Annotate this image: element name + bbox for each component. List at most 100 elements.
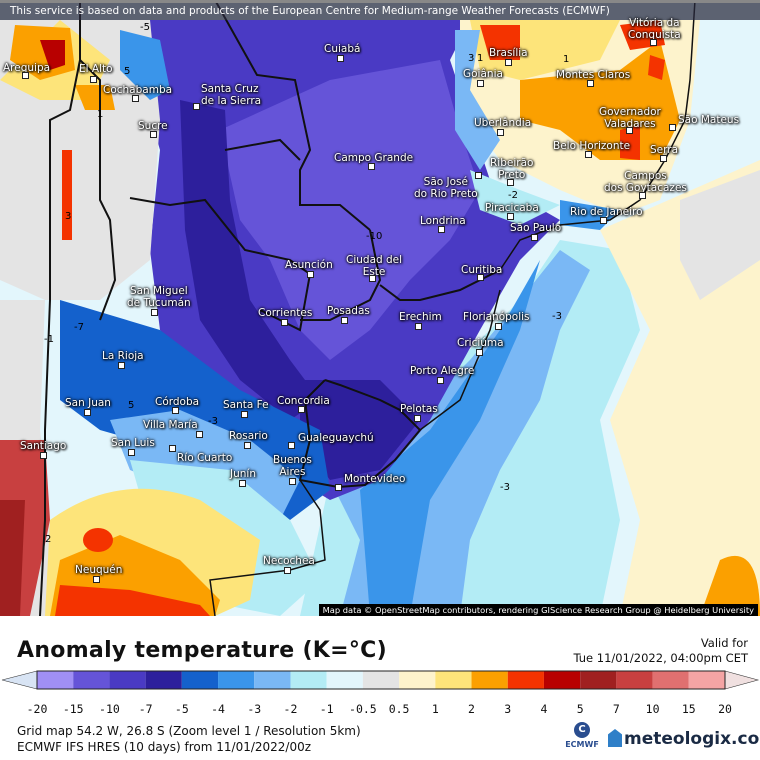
city-label[interactable]: Rosario: [229, 430, 268, 442]
city-label[interactable]: Santa Fe: [223, 399, 269, 411]
city-label[interactable]: Serra: [650, 144, 679, 156]
city-label[interactable]: Ribeirão Preto: [490, 157, 534, 181]
city-marker[interactable]: [307, 271, 314, 278]
city-label[interactable]: Governador Valadares: [599, 106, 661, 130]
city-label[interactable]: Curitiba: [461, 264, 503, 276]
city-label[interactable]: Uberlândia: [474, 117, 532, 129]
city-label[interactable]: Goiânia: [463, 68, 503, 80]
city-marker[interactable]: [650, 39, 657, 46]
city-label[interactable]: Brasília: [489, 47, 528, 59]
city-marker[interactable]: [241, 411, 248, 418]
city-label[interactable]: San Juan: [65, 397, 111, 409]
city-label[interactable]: Corrientes: [258, 307, 313, 319]
city-marker[interactable]: [585, 151, 592, 158]
city-marker[interactable]: [639, 192, 646, 199]
city-label[interactable]: Necochea: [263, 555, 315, 567]
city-marker[interactable]: [193, 103, 200, 110]
city-label[interactable]: Rio de Janeiro: [570, 206, 643, 218]
city-marker[interactable]: [128, 449, 135, 456]
city-marker[interactable]: [239, 480, 246, 487]
city-marker[interactable]: [477, 274, 484, 281]
city-marker[interactable]: [40, 452, 47, 459]
city-label[interactable]: São José do Rio Preto: [414, 176, 478, 200]
city-label[interactable]: Campos dos Goytacazes: [604, 170, 687, 194]
city-label[interactable]: Córdoba: [155, 396, 200, 408]
city-marker[interactable]: [369, 275, 376, 282]
city-marker[interactable]: [587, 80, 594, 87]
city-label[interactable]: Piracicaba: [485, 202, 539, 214]
city-marker[interactable]: [600, 217, 607, 224]
city-marker[interactable]: [169, 445, 176, 452]
city-marker[interactable]: [660, 155, 667, 162]
city-label[interactable]: El Alto: [79, 63, 113, 75]
city-label[interactable]: Junín: [230, 468, 256, 480]
city-marker[interactable]: [150, 131, 157, 138]
temperature-anomaly-map[interactable]: This service is based on data and produc…: [0, 0, 760, 616]
city-marker[interactable]: [495, 323, 502, 330]
city-label[interactable]: Florianópolis: [463, 311, 530, 323]
city-marker[interactable]: [337, 55, 344, 62]
city-marker[interactable]: [93, 576, 100, 583]
city-label[interactable]: La Rioja: [102, 350, 144, 362]
city-marker[interactable]: [438, 226, 445, 233]
city-marker[interactable]: [196, 431, 203, 438]
city-label[interactable]: Porto Alegre: [410, 365, 475, 377]
city-label[interactable]: Neuquén: [75, 564, 123, 576]
city-label[interactable]: Londrina: [420, 215, 466, 227]
city-label[interactable]: Cochabamba: [103, 84, 173, 96]
city-label[interactable]: Gualeguaychú: [298, 432, 374, 444]
city-marker[interactable]: [284, 567, 291, 574]
city-marker[interactable]: [172, 407, 179, 414]
city-marker[interactable]: [244, 442, 251, 449]
city-label[interactable]: Posadas: [327, 305, 370, 317]
city-marker[interactable]: [298, 406, 305, 413]
city-marker[interactable]: [505, 59, 512, 66]
city-marker[interactable]: [475, 172, 482, 179]
city-marker[interactable]: [341, 317, 348, 324]
city-label[interactable]: Ciudad del Este: [346, 254, 403, 278]
city-label[interactable]: Pelotas: [400, 403, 438, 415]
city-marker[interactable]: [669, 124, 676, 131]
city-label[interactable]: San Miguel de Tucumán: [127, 285, 191, 309]
city-label[interactable]: Criciúma: [457, 337, 504, 349]
city-label[interactable]: Sucre: [138, 120, 168, 132]
city-marker[interactable]: [118, 362, 125, 369]
city-label[interactable]: Río Cuarto: [177, 452, 233, 464]
city-marker[interactable]: [626, 127, 633, 134]
city-marker[interactable]: [281, 319, 288, 326]
city-marker[interactable]: [132, 95, 139, 102]
city-marker[interactable]: [476, 349, 483, 356]
city-label[interactable]: São Mateus: [678, 114, 740, 126]
city-marker[interactable]: [368, 163, 375, 170]
city-marker[interactable]: [414, 415, 421, 422]
city-label[interactable]: Santiago: [20, 440, 67, 452]
city-marker[interactable]: [22, 72, 29, 79]
city-marker[interactable]: [437, 377, 444, 384]
city-label[interactable]: Vitória da Conquista: [628, 17, 681, 41]
city-label[interactable]: Campo Grande: [334, 152, 414, 164]
city-marker[interactable]: [335, 484, 342, 491]
city-marker[interactable]: [497, 129, 504, 136]
city-marker[interactable]: [288, 442, 295, 449]
city-marker[interactable]: [507, 213, 514, 220]
city-label[interactable]: Erechim: [399, 311, 442, 323]
city-marker[interactable]: [151, 309, 158, 316]
city-label[interactable]: São Paulo: [510, 222, 562, 234]
city-label[interactable]: Santa Cruz de la Sierra: [201, 83, 262, 107]
city-marker[interactable]: [90, 76, 97, 83]
city-label[interactable]: Cuiabá: [324, 43, 361, 55]
city-marker[interactable]: [84, 409, 91, 416]
city-label[interactable]: Villa María: [143, 419, 198, 431]
city-label[interactable]: Asunción: [285, 259, 333, 271]
city-label[interactable]: Belo Horizonte: [553, 140, 631, 152]
city-label[interactable]: San Luis: [111, 437, 155, 449]
ecmwf-logo[interactable]: C ECMWF: [565, 722, 599, 749]
city-label[interactable]: Arequipa: [3, 62, 51, 74]
city-marker[interactable]: [415, 323, 422, 330]
city-label[interactable]: Montes Claros: [556, 69, 631, 81]
meteologix-logo[interactable]: meteologix.com: [608, 729, 760, 749]
city-marker[interactable]: [531, 234, 538, 241]
city-marker[interactable]: [289, 478, 296, 485]
city-label[interactable]: Concordia: [277, 395, 330, 407]
city-marker[interactable]: [477, 80, 484, 87]
